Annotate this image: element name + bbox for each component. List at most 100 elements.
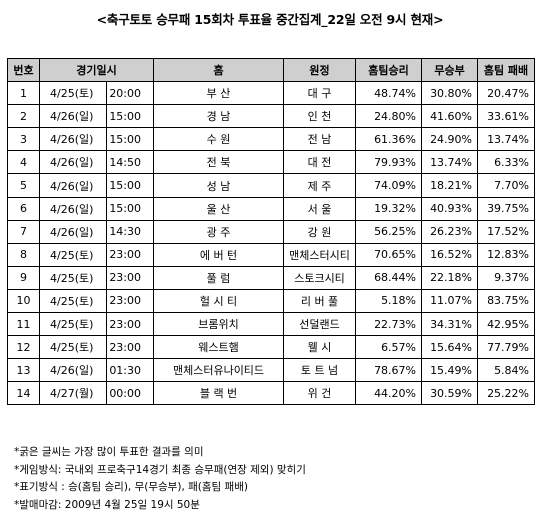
cell-number: 2 bbox=[7, 104, 40, 129]
cell-home: 성 남 bbox=[153, 173, 285, 198]
cell-home-loss: 77.79% bbox=[477, 335, 536, 360]
cell-home-loss: 5.84% bbox=[477, 358, 536, 383]
cell-home-win: 56.25% bbox=[355, 219, 423, 244]
note-line: *게임방식: 국내외 프로축구14경기 최종 승무패(연장 제외) 맞히기 bbox=[14, 463, 306, 476]
cell-home-win: 70.65% bbox=[355, 242, 423, 267]
cell-draw: 24.90% bbox=[421, 127, 479, 152]
table-row: 13 4/26(일) 01:30 맨체스터유나이티드 토 트 넘 78.67% 15.49%… bbox=[7, 358, 536, 383]
table-row: 12 4/25(토) 23:00 웨스트햄 웰 시 6.57% 15.64% 77.79% bbox=[7, 335, 536, 360]
cell-away: 스토크시티 bbox=[283, 265, 357, 290]
cell-away: 맨체스터시티 bbox=[283, 242, 357, 267]
cell-home-loss: 7.70% bbox=[477, 173, 536, 198]
cell-date: 4/26(일) bbox=[39, 219, 107, 244]
cell-number: 3 bbox=[7, 127, 40, 152]
cell-number: 6 bbox=[7, 196, 40, 221]
cell-home-win: 6.57% bbox=[355, 335, 423, 360]
header-away: 원정 bbox=[283, 57, 357, 83]
cell-time: 23:00 bbox=[105, 288, 155, 314]
cell-home: 블 랙 번 bbox=[153, 381, 285, 406]
cell-time: 01:30 bbox=[105, 358, 155, 383]
cell-number: 9 bbox=[7, 265, 40, 290]
cell-away: 대 전 bbox=[283, 150, 357, 175]
cell-time: 15:00 bbox=[105, 196, 155, 221]
cell-date: 4/25(토) bbox=[39, 288, 107, 314]
cell-away: 인 천 bbox=[283, 104, 357, 129]
cell-home: 브롬위치 bbox=[153, 312, 285, 337]
cell-home-win: 5.18% bbox=[355, 288, 423, 314]
cell-draw: 34.31% bbox=[421, 312, 479, 337]
cell-home-win: 68.44% bbox=[355, 265, 423, 290]
cell-home: 에 버 턴 bbox=[153, 242, 285, 267]
cell-home-win: 19.32% bbox=[355, 196, 423, 221]
cell-time: 14:30 bbox=[105, 219, 155, 244]
cell-date: 4/26(일) bbox=[39, 104, 107, 129]
cell-draw: 41.60% bbox=[421, 104, 479, 129]
cell-time: 23:00 bbox=[105, 242, 155, 267]
header-home-win: 홈팀승리 bbox=[355, 57, 423, 83]
cell-home-loss: 6.33% bbox=[477, 150, 536, 175]
cell-draw: 16.52% bbox=[421, 242, 479, 267]
cell-away: 위 건 bbox=[283, 381, 357, 406]
cell-draw: 26.23% bbox=[421, 219, 479, 244]
cell-away: 웰 시 bbox=[283, 335, 357, 360]
cell-number: 14 bbox=[7, 381, 40, 406]
cell-home: 전 북 bbox=[153, 150, 285, 175]
cell-home-loss: 13.74% bbox=[477, 127, 536, 152]
cell-draw: 22.18% bbox=[421, 265, 479, 290]
header-draw: 무승부 bbox=[421, 57, 479, 83]
cell-date: 4/26(일) bbox=[39, 196, 107, 221]
table-row: 8 4/25(토) 23:00 에 버 턴 맨체스터시티 70.65% 16.52% 12.8… bbox=[7, 242, 536, 267]
cell-date: 4/26(일) bbox=[39, 127, 107, 152]
cell-number: 11 bbox=[7, 312, 40, 337]
cell-number: 5 bbox=[7, 173, 40, 198]
cell-time: 23:00 bbox=[105, 265, 155, 290]
header-number: 번호 bbox=[7, 57, 40, 83]
cell-time: 20:00 bbox=[105, 81, 155, 106]
cell-away: 강 원 bbox=[283, 219, 357, 244]
cell-time: 00:00 bbox=[105, 381, 155, 406]
table-header-row: 번호 경기일시 홈 원정 홈팀승리 무승부 홈팀 패배 bbox=[7, 57, 536, 83]
page-title: <축구토토 승무패 15회차 투표율 중간집계_22일 오전 9시 현재> bbox=[96, 12, 444, 27]
cell-away: 제 주 bbox=[283, 173, 357, 198]
cell-date: 4/26(일) bbox=[39, 358, 107, 383]
cell-time: 15:00 bbox=[105, 104, 155, 129]
cell-home-loss: 42.95% bbox=[477, 312, 536, 337]
cell-home-loss: 25.22% bbox=[477, 381, 536, 406]
cell-away: 리 버 풀 bbox=[283, 288, 357, 314]
cell-number: 7 bbox=[7, 219, 40, 244]
table-row: 11 4/25(토) 23:00 브롬위치 선덜랜드 22.73% 34.31% 42.95% bbox=[7, 312, 536, 337]
header-home-loss: 홈팀 패배 bbox=[477, 57, 536, 83]
cell-home-win: 22.73% bbox=[355, 312, 423, 337]
table-row: 9 4/25(토) 23:00 풀 럼 스토크시티 68.44% 22.18% 9.37% bbox=[7, 265, 536, 290]
cell-home-loss: 12.83% bbox=[477, 242, 536, 267]
cell-draw: 40.93% bbox=[421, 196, 479, 221]
cell-number: 8 bbox=[7, 242, 40, 267]
cell-draw: 13.74% bbox=[421, 150, 479, 175]
cell-number: 1 bbox=[7, 81, 40, 106]
cell-draw: 18.21% bbox=[421, 173, 479, 198]
cell-home: 헐 시 티 bbox=[153, 288, 285, 314]
notes: *굵은 글씨는 가장 많이 투표한 결과를 의미 *게임방식: 국내외 프로축구… bbox=[14, 444, 306, 514]
cell-away: 서 울 bbox=[283, 196, 357, 221]
cell-draw: 15.64% bbox=[421, 335, 479, 360]
cell-home-win: 79.93% bbox=[355, 150, 423, 175]
cell-draw: 11.07% bbox=[421, 288, 479, 314]
cell-home-loss: 39.75% bbox=[477, 196, 536, 221]
cell-date: 4/25(토) bbox=[39, 242, 107, 267]
cell-number: 12 bbox=[7, 335, 40, 360]
cell-away: 대 구 bbox=[283, 81, 357, 106]
cell-time: 15:00 bbox=[105, 127, 155, 152]
cell-home: 부 산 bbox=[153, 81, 285, 106]
cell-date: 4/25(토) bbox=[39, 81, 107, 106]
header-home: 홈 bbox=[153, 57, 285, 83]
cell-home-win: 78.67% bbox=[355, 358, 423, 383]
